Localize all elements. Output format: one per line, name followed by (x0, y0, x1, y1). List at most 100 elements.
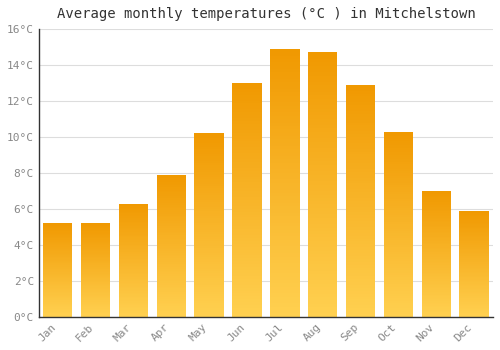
Bar (81, 274, 110, 275)
Bar (232, 86, 262, 89)
Bar (308, 261, 338, 264)
Bar (232, 109, 262, 112)
Bar (460, 312, 489, 313)
Bar (81, 256, 110, 257)
Bar (384, 289, 413, 291)
Bar (422, 240, 451, 241)
Bar (346, 85, 376, 88)
Bar (422, 221, 451, 222)
Bar (232, 311, 262, 314)
Bar (346, 294, 376, 296)
Bar (156, 280, 186, 281)
Bar (308, 218, 338, 221)
Bar (156, 272, 186, 274)
Bar (422, 266, 451, 268)
Bar (194, 280, 224, 282)
Bar (81, 303, 110, 304)
Bar (118, 243, 148, 245)
Bar (422, 301, 451, 303)
Bar (460, 305, 489, 306)
Bar (346, 259, 376, 262)
Bar (43, 279, 72, 281)
Bar (43, 242, 72, 243)
Bar (81, 290, 110, 291)
Bar (43, 251, 72, 252)
Bar (118, 263, 148, 264)
Bar (194, 177, 224, 179)
Bar (384, 247, 413, 250)
Bar (422, 247, 451, 249)
Bar (232, 244, 262, 247)
Bar (81, 295, 110, 296)
Bar (308, 204, 338, 208)
Bar (43, 278, 72, 279)
Bar (81, 257, 110, 258)
Bar (81, 276, 110, 277)
Bar (308, 142, 338, 145)
Bar (118, 249, 148, 250)
Bar (308, 195, 338, 198)
Bar (81, 244, 110, 245)
Bar (232, 267, 262, 270)
Bar (194, 303, 224, 305)
Bar (81, 289, 110, 290)
Bar (194, 220, 224, 223)
Bar (308, 280, 338, 284)
Bar (81, 250, 110, 251)
Bar (422, 303, 451, 304)
Bar (384, 271, 413, 273)
Bar (43, 296, 72, 297)
Bar (460, 262, 489, 264)
Bar (156, 240, 186, 242)
Bar (81, 285, 110, 286)
Bar (118, 280, 148, 281)
Bar (232, 95, 262, 98)
Bar (308, 294, 338, 297)
Bar (43, 231, 72, 233)
Bar (384, 294, 413, 296)
Bar (460, 246, 489, 248)
Bar (270, 243, 300, 246)
Bar (270, 103, 300, 106)
Bar (232, 270, 262, 273)
Bar (43, 313, 72, 314)
Bar (43, 229, 72, 230)
Bar (118, 257, 148, 259)
Bar (43, 255, 72, 256)
Bar (308, 251, 338, 254)
Bar (81, 269, 110, 270)
Bar (384, 152, 413, 155)
Bar (232, 276, 262, 279)
Bar (194, 228, 224, 230)
Bar (384, 231, 413, 233)
Bar (460, 308, 489, 309)
Bar (270, 116, 300, 119)
Bar (308, 178, 338, 181)
Bar (232, 174, 262, 176)
Bar (422, 243, 451, 244)
Bar (156, 226, 186, 228)
Bar (460, 274, 489, 276)
Bar (43, 264, 72, 265)
Bar (232, 112, 262, 115)
Bar (422, 199, 451, 200)
Bar (194, 147, 224, 149)
Bar (384, 268, 413, 271)
Bar (81, 235, 110, 236)
Bar (460, 232, 489, 233)
Bar (308, 82, 338, 85)
Bar (232, 220, 262, 223)
Bar (384, 178, 413, 180)
Bar (194, 202, 224, 204)
Bar (118, 291, 148, 293)
Bar (118, 229, 148, 230)
Bar (384, 212, 413, 215)
Bar (118, 272, 148, 273)
Bar (43, 275, 72, 276)
Bar (81, 249, 110, 250)
Bar (81, 248, 110, 249)
Bar (384, 169, 413, 171)
Bar (81, 306, 110, 307)
Bar (384, 162, 413, 164)
Bar (270, 126, 300, 129)
